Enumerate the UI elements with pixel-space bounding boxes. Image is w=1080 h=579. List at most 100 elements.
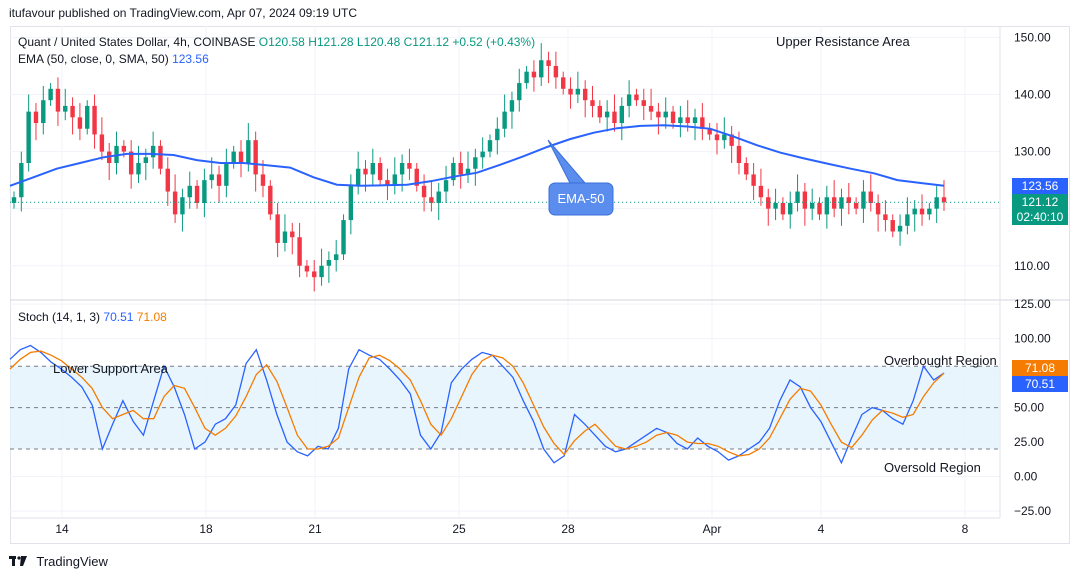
candle-body-86 xyxy=(641,100,646,106)
candle-body-66 xyxy=(495,128,500,141)
candle-21 xyxy=(165,157,170,206)
candle-body-15 xyxy=(121,145,127,152)
candle-body-30 xyxy=(231,151,236,163)
candle-33 xyxy=(253,131,258,192)
candle-body-21 xyxy=(165,168,170,192)
candle-5 xyxy=(48,83,53,106)
candle-74 xyxy=(553,51,559,89)
candle-body-123 xyxy=(912,208,917,215)
candle-107 xyxy=(795,174,800,212)
candle-20 xyxy=(158,140,163,175)
upper-resistance-label: Upper Resistance Area xyxy=(776,34,910,49)
candle-108 xyxy=(802,182,808,226)
candle-124 xyxy=(919,194,925,226)
time-tick-label-7: 8 xyxy=(962,522,969,536)
stoch-label: Stoch (14, 1, 3) xyxy=(18,310,101,324)
candle-71 xyxy=(531,60,537,92)
candle-body-20 xyxy=(158,145,163,169)
candle-body-121 xyxy=(897,225,903,232)
candle-body-50 xyxy=(377,163,383,181)
candle-body-105 xyxy=(780,202,786,215)
candle-body-0 xyxy=(11,197,17,203)
candle-14 xyxy=(114,131,119,175)
time-tick-label-2: 21 xyxy=(308,522,322,536)
candle-body-10 xyxy=(85,105,90,129)
candle-42 xyxy=(319,248,324,286)
candle-body-120 xyxy=(890,220,895,232)
time-tick-label-0: 14 xyxy=(55,522,69,536)
candle-60 xyxy=(451,157,456,186)
chart-frame xyxy=(10,26,1070,544)
candle-body-26 xyxy=(202,180,207,203)
candle-body-126 xyxy=(934,197,939,209)
stoch-tick-label-5: 0.00 xyxy=(1014,470,1038,484)
candle-body-115 xyxy=(853,202,859,209)
candle-70 xyxy=(524,65,529,89)
candle-4 xyxy=(41,85,46,135)
candle-body-122 xyxy=(905,214,910,226)
candle-79 xyxy=(590,85,595,118)
candle-body-28 xyxy=(216,174,222,186)
candle-body-44 xyxy=(334,254,339,261)
candle-59 xyxy=(443,165,449,203)
candle-82 xyxy=(612,94,617,132)
candle-122 xyxy=(905,197,910,235)
stoch-legend[interactable]: Stoch (14, 1, 3) 70.51 71.08 xyxy=(18,310,167,324)
candle-43 xyxy=(326,251,332,283)
ema-50-line xyxy=(9,124,945,187)
candle-64 xyxy=(480,137,485,169)
stoch-tick-label-0: 125.00 xyxy=(1014,297,1051,311)
candle-9 xyxy=(77,103,83,141)
candle-body-65 xyxy=(487,140,493,152)
candles xyxy=(11,43,947,292)
ema-legend[interactable]: EMA (50, close, 0, SMA, 50) 123.56 xyxy=(18,52,209,66)
candle-0 xyxy=(11,191,17,209)
candle-63 xyxy=(473,148,478,186)
candle-8 xyxy=(70,97,75,135)
candle-body-124 xyxy=(919,208,925,215)
candle-body-96 xyxy=(714,134,720,141)
candle-body-99 xyxy=(736,145,742,163)
candle-13 xyxy=(106,143,112,181)
candle-17 xyxy=(136,145,141,183)
candle-body-114 xyxy=(846,197,852,203)
candle-3 xyxy=(33,103,39,141)
candle-body-101 xyxy=(751,174,756,186)
stoch-tick-label-3: 50.00 xyxy=(1014,401,1044,415)
candle-38 xyxy=(290,222,295,255)
candle-93 xyxy=(692,108,698,141)
candle-body-40 xyxy=(304,265,310,272)
oversold-label: Oversold Region xyxy=(884,460,981,475)
candle-46 xyxy=(348,174,354,235)
candle-body-106 xyxy=(788,202,793,215)
candle-37 xyxy=(282,214,288,252)
stoch-line-k xyxy=(9,344,945,465)
candle-body-56 xyxy=(421,185,427,198)
candle-body-78 xyxy=(582,88,588,101)
low-value: L120.48 xyxy=(356,35,401,49)
candle-49 xyxy=(370,148,376,186)
candle-113 xyxy=(839,188,844,226)
candle-48 xyxy=(363,160,368,192)
time-tick-label-6: 4 xyxy=(818,522,825,536)
candle-89 xyxy=(663,97,668,129)
candle-body-89 xyxy=(663,111,668,118)
candle-body-25 xyxy=(194,185,200,203)
candle-123 xyxy=(912,200,917,232)
footer[interactable]: TradingView xyxy=(9,554,108,569)
symbol-name: Quant / United States Dollar, 4h, COINBA… xyxy=(18,35,256,49)
candle-23 xyxy=(180,188,185,232)
countdown-tag: 02:40:10 xyxy=(1012,209,1068,225)
candle-body-62 xyxy=(465,168,471,175)
time-tick-label-1: 18 xyxy=(199,522,213,536)
candle-body-16 xyxy=(128,151,134,175)
candle-117 xyxy=(868,174,873,212)
candle-body-7 xyxy=(63,105,68,112)
candle-86 xyxy=(641,88,646,121)
candle-body-91 xyxy=(678,117,683,124)
candle-65 xyxy=(487,134,493,158)
symbol-legend[interactable]: Quant / United States Dollar, 4h, COINBA… xyxy=(18,35,535,49)
